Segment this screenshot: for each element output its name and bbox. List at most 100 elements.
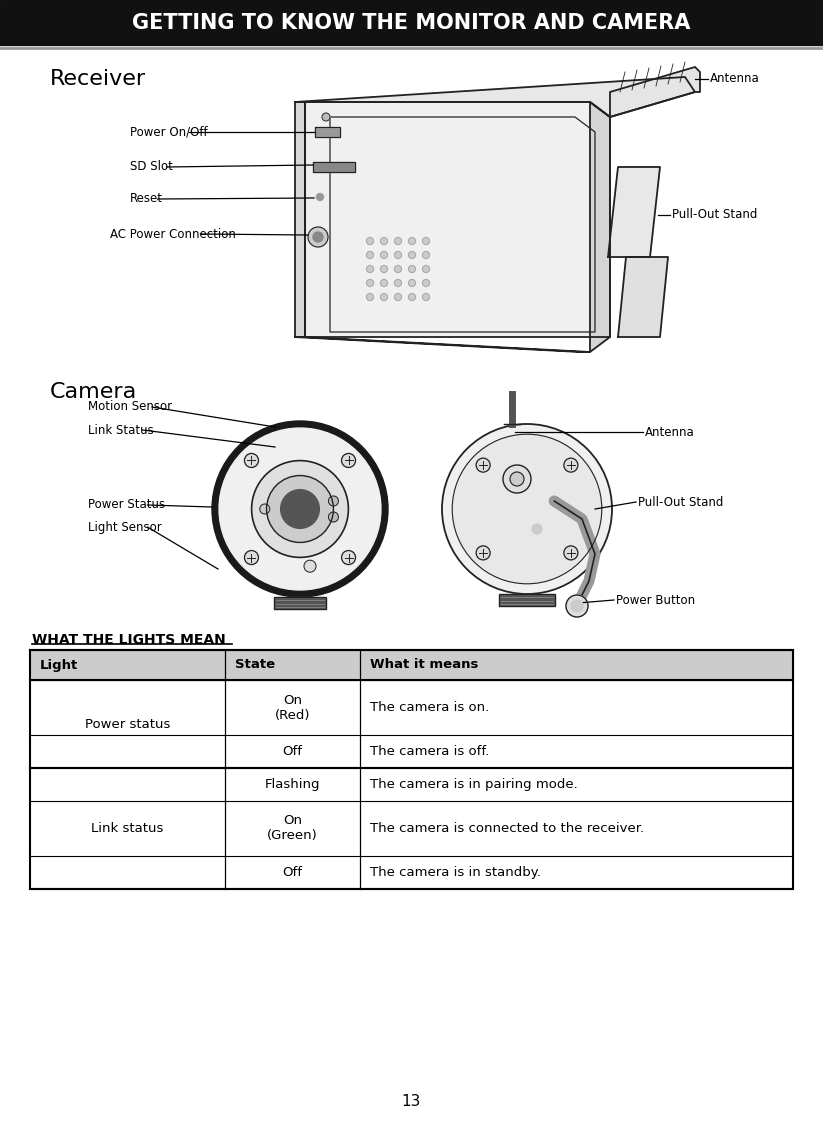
Text: Light Sensor: Light Sensor	[88, 521, 162, 533]
Text: Pull-Out Stand: Pull-Out Stand	[638, 496, 723, 508]
Circle shape	[394, 266, 402, 273]
Circle shape	[380, 293, 388, 301]
Circle shape	[394, 251, 402, 258]
Circle shape	[394, 279, 402, 286]
Circle shape	[380, 279, 388, 286]
Polygon shape	[618, 257, 668, 337]
Circle shape	[422, 251, 430, 258]
Text: Power On/Off: Power On/Off	[130, 125, 207, 139]
Circle shape	[380, 251, 388, 258]
Circle shape	[342, 550, 356, 565]
Text: GETTING TO KNOW THE MONITOR AND CAMERA: GETTING TO KNOW THE MONITOR AND CAMERA	[132, 14, 690, 33]
Text: SD Slot: SD Slot	[130, 160, 173, 174]
Text: On
(Green): On (Green)	[267, 815, 318, 843]
Polygon shape	[295, 337, 590, 352]
Bar	[500, 594, 555, 606]
Bar	[30, 650, 793, 680]
Circle shape	[281, 489, 319, 529]
Circle shape	[304, 560, 316, 573]
Circle shape	[328, 512, 338, 522]
Circle shape	[366, 238, 374, 245]
Text: State: State	[235, 658, 275, 672]
Circle shape	[252, 461, 348, 558]
Polygon shape	[608, 167, 660, 257]
Text: Reset: Reset	[130, 193, 163, 205]
Circle shape	[212, 421, 388, 597]
Text: Antenna: Antenna	[645, 426, 695, 438]
Text: Pull-Out Stand: Pull-Out Stand	[672, 208, 757, 222]
Text: 13: 13	[402, 1094, 421, 1109]
Circle shape	[219, 428, 381, 589]
Text: Off: Off	[282, 745, 303, 758]
Circle shape	[380, 266, 388, 273]
Text: The camera is off.: The camera is off.	[370, 745, 489, 758]
Text: The camera is on.: The camera is on.	[370, 701, 489, 715]
Circle shape	[366, 251, 374, 258]
Circle shape	[408, 266, 416, 273]
Polygon shape	[295, 77, 695, 117]
Circle shape	[477, 458, 491, 472]
Circle shape	[308, 227, 328, 247]
Polygon shape	[610, 66, 700, 117]
Circle shape	[571, 600, 583, 612]
Circle shape	[510, 472, 524, 486]
Circle shape	[442, 424, 612, 594]
Bar	[273, 597, 327, 609]
Text: AC Power Connection: AC Power Connection	[110, 228, 236, 240]
Circle shape	[267, 476, 333, 542]
Circle shape	[452, 434, 602, 584]
Text: Power Button: Power Button	[616, 594, 695, 606]
Text: Receiver: Receiver	[50, 69, 146, 89]
Circle shape	[532, 524, 542, 534]
Circle shape	[313, 232, 323, 242]
Text: Link Status: Link Status	[88, 424, 154, 436]
Text: Link status: Link status	[91, 822, 164, 835]
Polygon shape	[295, 103, 305, 337]
Polygon shape	[305, 103, 610, 337]
Circle shape	[477, 545, 491, 560]
Text: What it means: What it means	[370, 658, 478, 672]
Circle shape	[260, 504, 270, 514]
Circle shape	[422, 293, 430, 301]
Circle shape	[394, 238, 402, 245]
Circle shape	[366, 279, 374, 286]
Circle shape	[503, 465, 531, 492]
Bar	[0, 0, 823, 45]
Circle shape	[366, 266, 374, 273]
Circle shape	[322, 113, 330, 121]
Circle shape	[566, 595, 588, 616]
Circle shape	[328, 496, 338, 506]
Circle shape	[564, 458, 578, 472]
Circle shape	[408, 251, 416, 258]
Text: Power Status: Power Status	[88, 498, 165, 512]
Text: The camera is in standby.: The camera is in standby.	[370, 866, 541, 879]
Circle shape	[317, 194, 323, 201]
Text: WHAT THE LIGHTS MEAN: WHAT THE LIGHTS MEAN	[32, 633, 226, 647]
Text: Antenna: Antenna	[710, 72, 760, 86]
Polygon shape	[313, 162, 355, 172]
Text: Motion Sensor: Motion Sensor	[88, 400, 172, 414]
Circle shape	[422, 238, 430, 245]
Text: On
(Red): On (Red)	[275, 693, 310, 721]
Circle shape	[366, 293, 374, 301]
Circle shape	[244, 453, 258, 468]
Circle shape	[408, 238, 416, 245]
Text: Power status: Power status	[85, 718, 170, 730]
Circle shape	[422, 279, 430, 286]
Text: Light: Light	[40, 658, 78, 672]
Polygon shape	[590, 103, 610, 352]
Circle shape	[380, 238, 388, 245]
Circle shape	[564, 545, 578, 560]
Circle shape	[394, 293, 402, 301]
Polygon shape	[315, 127, 340, 137]
Text: Off: Off	[282, 866, 303, 879]
Text: Flashing: Flashing	[265, 778, 320, 791]
Circle shape	[408, 293, 416, 301]
Text: The camera is connected to the receiver.: The camera is connected to the receiver.	[370, 822, 644, 835]
Text: The camera is in pairing mode.: The camera is in pairing mode.	[370, 778, 578, 791]
Text: Camera: Camera	[50, 382, 137, 402]
Circle shape	[342, 453, 356, 468]
Circle shape	[244, 550, 258, 565]
Circle shape	[422, 266, 430, 273]
Circle shape	[408, 279, 416, 286]
